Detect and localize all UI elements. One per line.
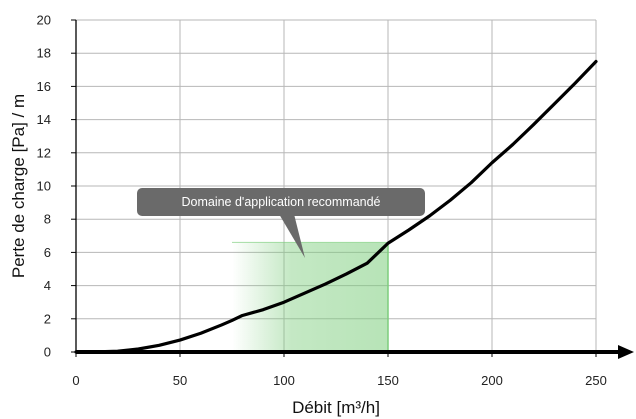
x-axis-title: Débit [m³/h] xyxy=(292,398,380,417)
y-tick-label-3: 6 xyxy=(44,245,51,260)
y-tick-label-10: 20 xyxy=(37,13,51,28)
x-tick-label-5: 250 xyxy=(585,373,607,388)
y-tick-label-6: 12 xyxy=(37,145,51,160)
y-tick-label-0: 0 xyxy=(44,345,51,360)
y-tick-label-2: 4 xyxy=(44,278,51,293)
y-axis-title: Perte de charge [Pa] / m xyxy=(9,94,28,278)
x-tick-label-3: 150 xyxy=(377,373,399,388)
callout-pointer xyxy=(279,214,305,258)
x-tick-label-0: 0 xyxy=(72,373,79,388)
grid xyxy=(75,19,597,353)
x-tick-label-1: 50 xyxy=(173,373,187,388)
series-layer xyxy=(74,59,598,354)
y-tick-label-5: 10 xyxy=(37,179,51,194)
x-tick-label-2: 100 xyxy=(273,373,295,388)
y-tick-label-1: 2 xyxy=(44,311,51,326)
x-tick-label-4: 200 xyxy=(481,373,503,388)
callout-box xyxy=(137,188,425,216)
recommended-range-label: Domaine d'application recommandé xyxy=(181,195,380,209)
y-tick-label-9: 18 xyxy=(37,46,51,61)
recommended-range-layer xyxy=(232,241,389,352)
y-tick-label-7: 14 xyxy=(37,112,51,127)
y-tick-label-8: 16 xyxy=(37,79,51,94)
callout: Domaine d'application recommandé xyxy=(137,188,425,258)
y-tick-label-4: 8 xyxy=(44,212,51,227)
recommended-range-area xyxy=(232,242,388,352)
tick-labels: 0 50 100 150 200 250 0 2 4 6 8 10 12 14 16 18 20 xyxy=(37,13,607,389)
series-line-0 xyxy=(74,59,598,354)
x-axis-arrowhead xyxy=(618,345,634,359)
